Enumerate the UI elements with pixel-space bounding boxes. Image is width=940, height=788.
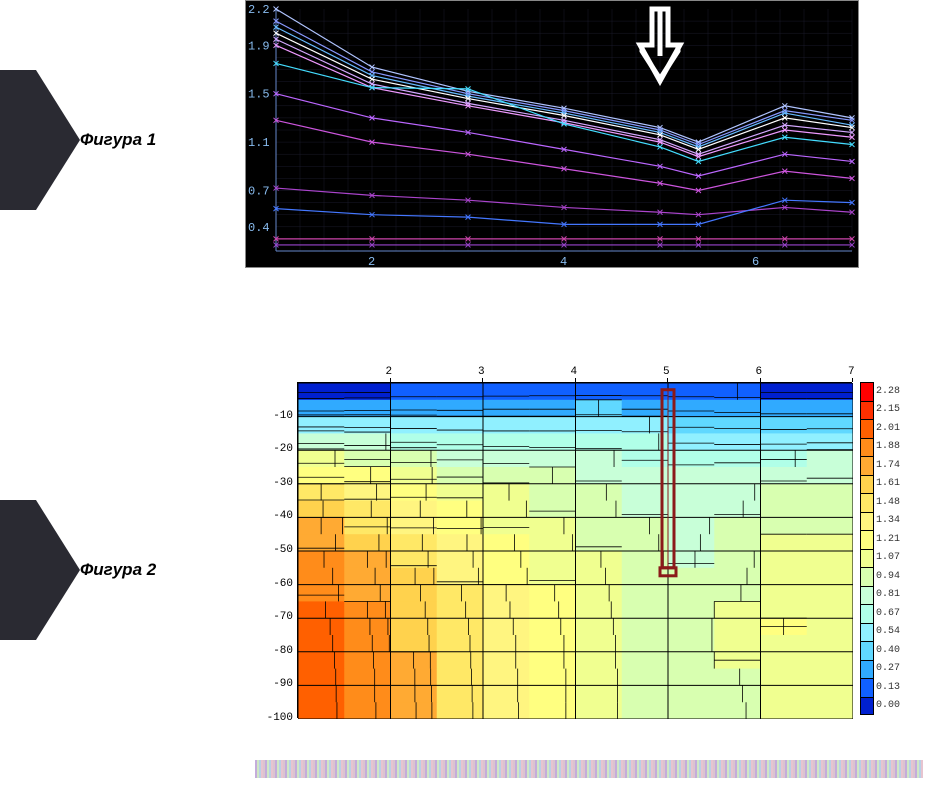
svg-text:0.7: 0.7 [248,185,270,199]
svg-text:2: 2 [368,255,375,269]
figure1-svg: 2.2 1.9 1.5 1.1 0.7 0.4 2 4 6 [246,1,860,269]
figure1-label-block: Фигура 1 [0,70,220,210]
svg-text:4: 4 [560,255,567,269]
figure2-plot-area [297,382,852,718]
figure2-svg [298,383,853,719]
figure2-label-text: Фигура 2 [80,560,156,580]
figure1-label-text: Фигура 1 [80,130,156,150]
svg-text:0.4: 0.4 [248,221,270,235]
svg-text:1.1: 1.1 [248,136,270,150]
pentagon-shape [0,500,80,640]
pentagon-shape [0,70,80,210]
svg-text:6: 6 [752,255,759,269]
figure2-color-legend: 2.282.152.011.881.741.611.481.341.211.07… [860,382,920,715]
svg-text:1.9: 1.9 [248,39,270,53]
figure2-heatmap: 234567 -10-20-30-40-50-60-70-80-90-100 2… [255,356,920,716]
figure1-line-chart: 2.2 1.9 1.5 1.1 0.7 0.4 2 4 6 [245,0,859,268]
figure2-label-block: Фигура 2 [0,500,220,640]
svg-text:1.5: 1.5 [248,88,270,102]
bottom-noise-strip [255,760,923,778]
svg-text:2.2: 2.2 [248,3,270,17]
